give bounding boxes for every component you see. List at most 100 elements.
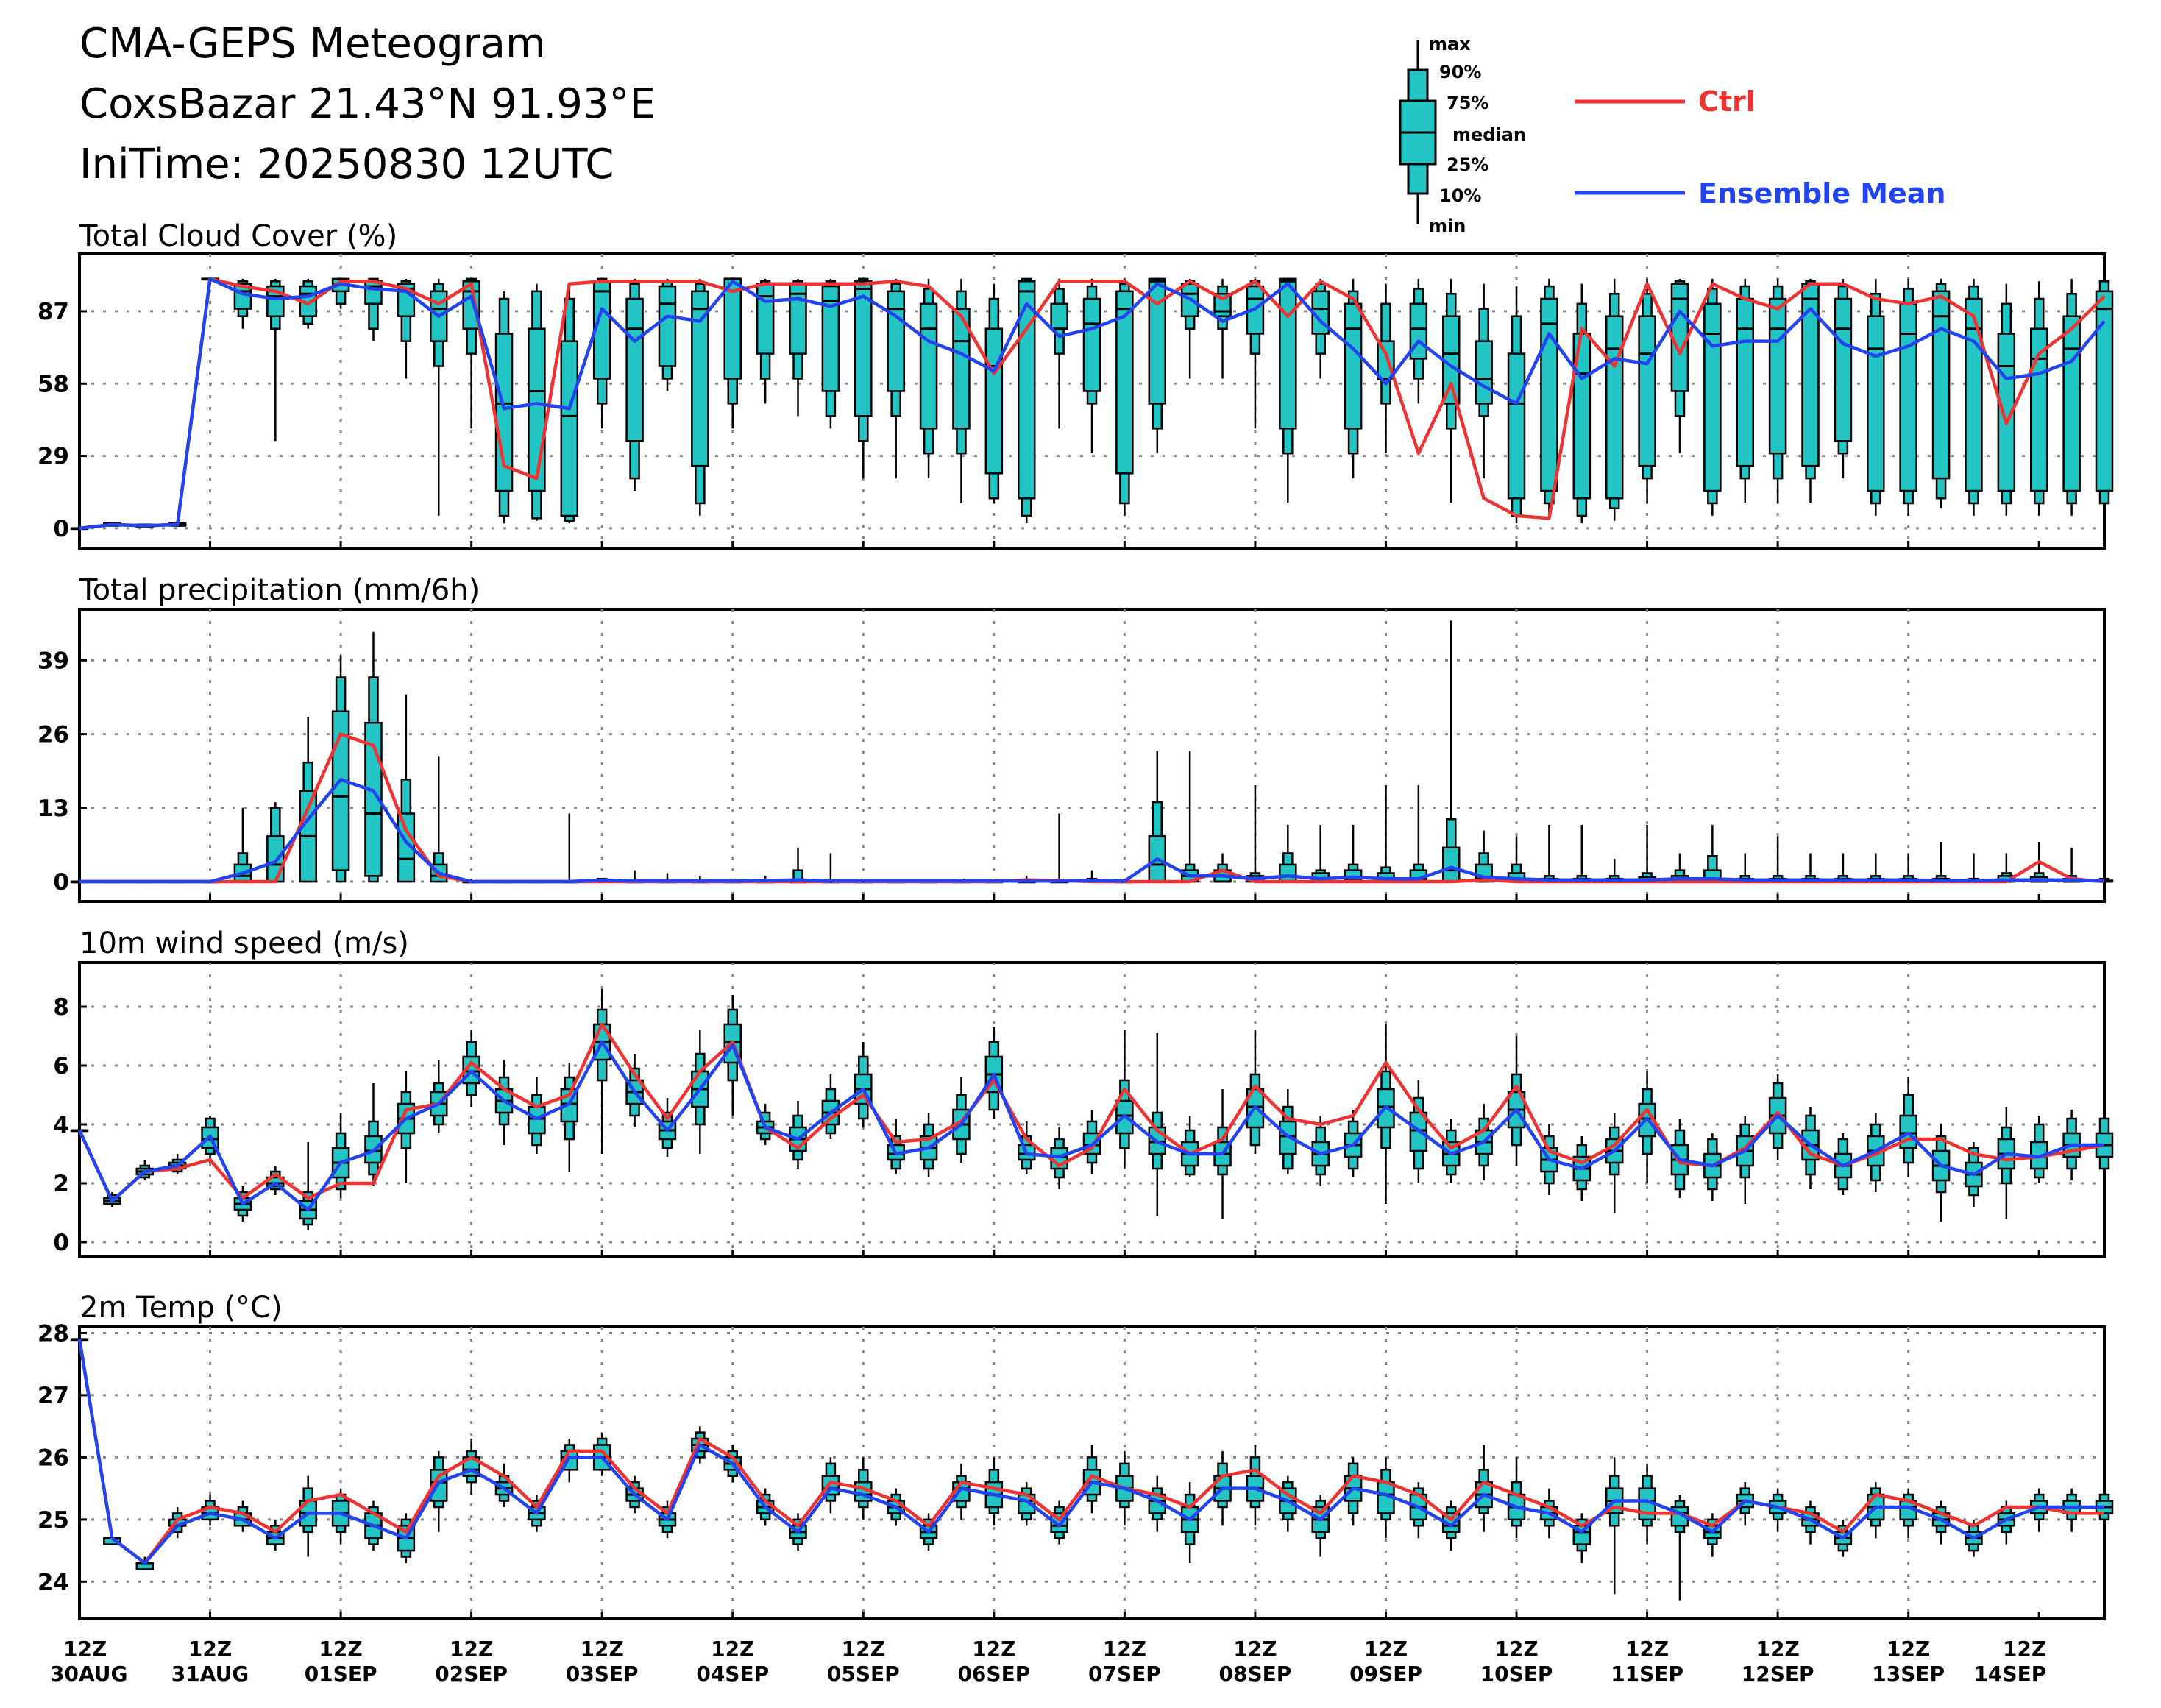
boxplot <box>789 847 807 884</box>
boxplot <box>1638 824 1656 883</box>
boxplot <box>821 853 840 884</box>
panel-3: 10m wind speed (m/s) 0 2 4 6 8 <box>53 926 2114 1258</box>
boxplot <box>1246 784 1265 883</box>
boxplot <box>1867 1482 1885 1539</box>
x-tick-label-date: 09SEP <box>1349 1662 1422 1686</box>
boxplot <box>2095 1488 2114 1532</box>
ensemble-mean-series-line <box>77 1339 2104 1565</box>
panel-title: Total Cloud Cover (%) <box>79 219 397 253</box>
legend-label-min: min <box>1429 216 1466 236</box>
boxplot <box>1311 824 1330 883</box>
boxplot <box>1834 853 1853 883</box>
boxplot <box>1409 1080 1428 1183</box>
box-inner <box>919 302 938 430</box>
panel-4: 2m Temp (°C) 24 25 26 27 28 <box>38 1291 2114 1620</box>
legend-label-25: 25% <box>1447 155 1488 175</box>
x-tick-label-date: 06SEP <box>957 1662 1030 1686</box>
box-inner <box>1638 315 1656 467</box>
x-tick-label-date: 12SEP <box>1742 1662 1814 1686</box>
box-inner <box>266 835 285 883</box>
legend-label-75: 75% <box>1447 93 1488 113</box>
y-tick-label: 26 <box>38 1445 69 1471</box>
boxplot <box>528 1077 546 1154</box>
boxplot <box>1246 1445 1265 1526</box>
boxplot <box>1148 277 1167 454</box>
box-inner <box>1475 340 1493 405</box>
boxplot <box>1965 853 1983 883</box>
x-tick-label-time: 12Z <box>1364 1637 1408 1661</box>
boxplot <box>560 813 579 884</box>
y-tick-label: 39 <box>38 648 69 674</box>
boxplot <box>984 1457 1004 1526</box>
box-inner <box>528 327 546 492</box>
chart-title: CMA-GEPS Meteogram <box>79 20 546 68</box>
box-inner <box>462 280 480 330</box>
box-inner <box>691 290 709 467</box>
y-tick-label: 0 <box>53 516 69 542</box>
box-inner <box>1605 315 1624 500</box>
x-tick-label-date: 31AUG <box>171 1662 249 1686</box>
x-tick-label-date: 08SEP <box>1219 1662 1292 1686</box>
panel-frame <box>78 608 2106 903</box>
ctrl-series-line <box>77 1022 2105 1203</box>
boxplot <box>658 278 677 391</box>
y-tick-label: 24 <box>38 1569 69 1595</box>
boxplot <box>691 278 709 516</box>
box-inner <box>625 297 644 442</box>
boxplot <box>1180 1482 1199 1563</box>
y-tick-label: 28 <box>38 1320 69 1347</box>
x-tick-label-date: 13SEP <box>1872 1662 1945 1686</box>
boxplot <box>1050 813 1068 884</box>
panel-title: Total precipitation (mm/6h) <box>79 573 480 607</box>
boxplot <box>1703 278 1722 516</box>
legend-ctrl-label: Ctrl <box>1698 85 1756 118</box>
box-inner <box>658 285 677 367</box>
x-tick-label-time: 12Z <box>2003 1637 2046 1661</box>
boxplot <box>691 1030 709 1154</box>
y-tick-label: 26 <box>38 722 69 748</box>
ensemble-mean-series-line <box>77 1040 2104 1212</box>
box-inner <box>952 308 971 430</box>
boxplot <box>1899 278 1917 516</box>
boxplot <box>299 717 317 883</box>
x-tick-label-time: 12Z <box>1625 1637 1669 1661</box>
box-inner <box>1670 283 1689 392</box>
box-inner <box>1279 277 1297 430</box>
box-inner <box>560 340 579 517</box>
ctrl-series-line <box>79 277 2106 531</box>
panel-title: 2m Temp (°C) <box>79 1291 283 1325</box>
box-inner <box>1344 302 1363 430</box>
boxplot <box>1344 278 1363 479</box>
x-tick-label-time: 12Z <box>1756 1637 1799 1661</box>
box-inner <box>1082 297 1101 392</box>
box-inner <box>364 280 383 305</box>
boxplot <box>397 694 416 883</box>
boxplot <box>266 278 285 442</box>
box-inner <box>1867 315 1885 492</box>
boxplot <box>658 1098 677 1157</box>
x-tick-label-date: 14SEP <box>1973 1662 2046 1686</box>
y-tick-label: 6 <box>53 1053 69 1080</box>
legend-label-median: median <box>1452 124 1526 145</box>
box-inner <box>1148 277 1167 405</box>
boxplot <box>1344 824 1363 883</box>
box-inner <box>2095 290 2114 492</box>
boxplot <box>592 1432 611 1476</box>
x-tick-label-date: 11SEP <box>1611 1662 1683 1686</box>
ensemble-mean-series-line <box>79 277 2106 531</box>
box-inner <box>1899 302 1917 492</box>
legend-label-max: max <box>1429 34 1471 54</box>
boxplot <box>1605 1113 1624 1213</box>
boxplot <box>1540 824 1558 883</box>
boxplot <box>821 278 840 429</box>
boxplot <box>1768 836 1787 883</box>
boxplot <box>1899 853 1917 883</box>
boxplot <box>1736 853 1754 883</box>
boxplot <box>919 278 938 479</box>
boxplot <box>1931 842 1951 883</box>
init-time-label: IniTime: 20250830 12UTC <box>79 141 614 188</box>
box-inner <box>2062 315 2081 492</box>
boxplot <box>1638 278 1656 503</box>
x-tick-label-time: 12Z <box>711 1637 754 1661</box>
boxplot <box>1507 836 1526 883</box>
